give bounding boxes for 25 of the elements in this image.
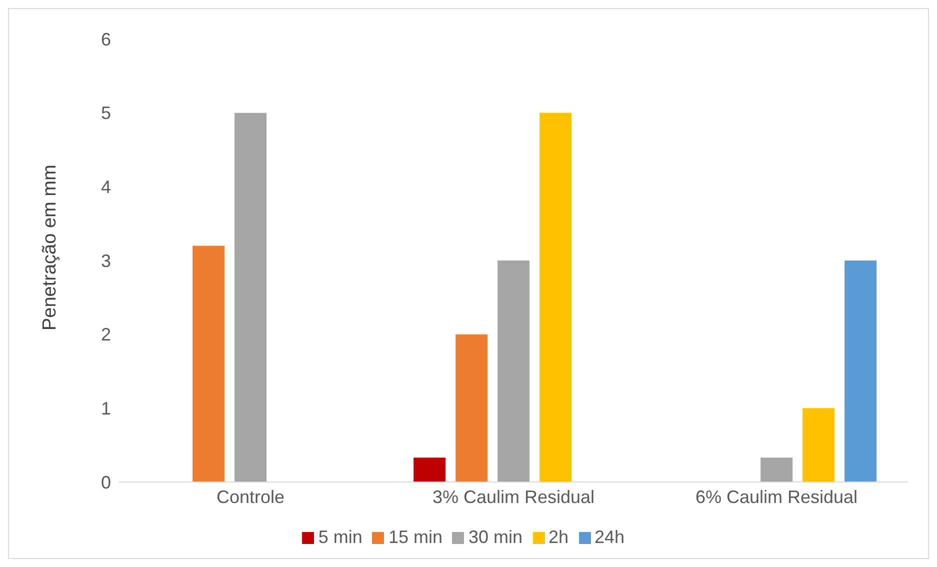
y-tick-label: 2 (100, 324, 111, 345)
bar (414, 458, 446, 482)
bar (234, 112, 267, 482)
legend-label: 5 min (318, 527, 362, 547)
legend-label: 15 min (388, 527, 442, 547)
y-tick-label: 4 (100, 177, 111, 198)
y-tick-label: 5 (100, 103, 111, 124)
bar (844, 260, 877, 482)
y-tick-label: 0 (100, 472, 111, 492)
y-tick-label: 1 (100, 398, 111, 419)
y-tick-label: 6 (100, 29, 111, 50)
bar (802, 408, 835, 482)
x-tick-label: Controle (216, 486, 285, 507)
bar (760, 458, 793, 482)
bar (498, 260, 530, 482)
bar (456, 334, 488, 482)
x-tick-label: 3% Caulim Residual (432, 486, 595, 507)
y-axis-title: Penetração em mm (40, 164, 61, 330)
bar (540, 112, 572, 482)
legend-label: 30 min (468, 527, 522, 547)
bar (192, 246, 225, 482)
x-tick-label: 6% Caulim Residual (695, 486, 858, 507)
legend-label: 24h (594, 527, 625, 547)
y-tick-label: 3 (100, 250, 111, 271)
legend-label: 2h (548, 527, 569, 547)
